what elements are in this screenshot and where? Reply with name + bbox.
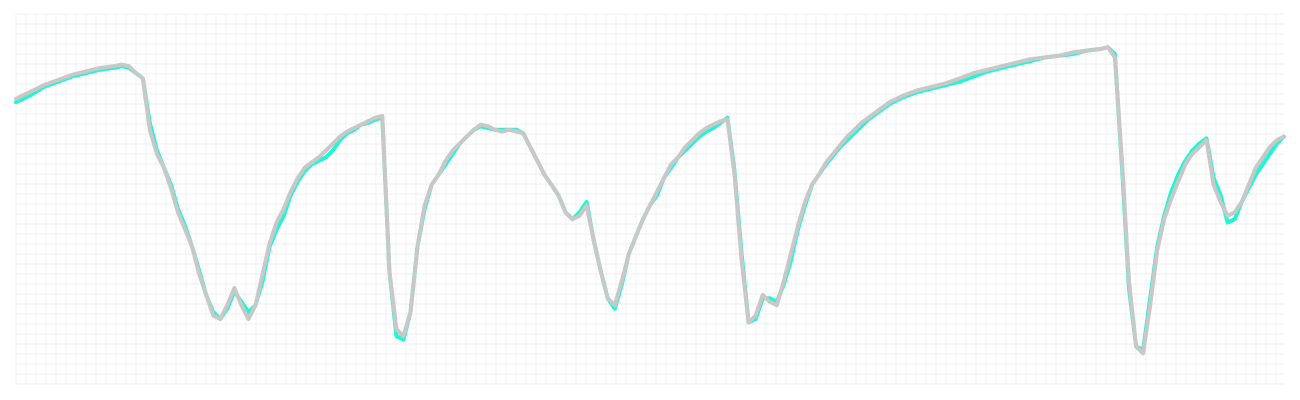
chart-series — [14, 45, 1286, 356]
chart-grid — [15, 13, 1284, 385]
series-line-2 — [14, 45, 1286, 356]
